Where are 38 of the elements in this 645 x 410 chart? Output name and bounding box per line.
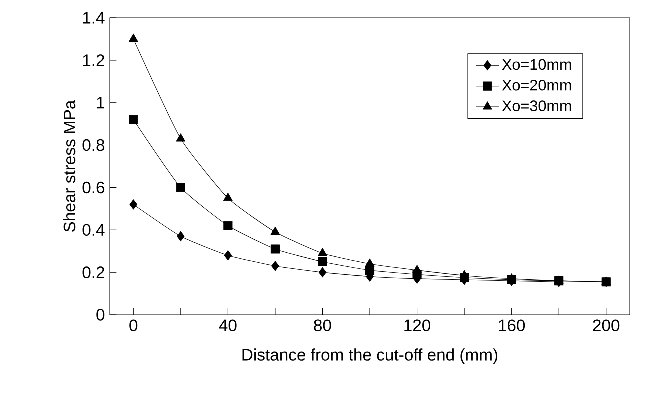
y-tick-label: 0.4: [82, 224, 105, 236]
x-tick-label: 0: [130, 320, 138, 332]
x-tick-label: 80: [314, 320, 332, 332]
legend-label: Xo=20mm: [502, 80, 572, 91]
point: [412, 265, 422, 274]
point: [318, 257, 328, 266]
point: [129, 115, 138, 124]
x-tick-label: 120: [404, 320, 431, 332]
point: [507, 274, 516, 282]
y-axis-title: Shear stress MPa: [63, 100, 76, 232]
y-tick-label: 0.6: [82, 182, 105, 194]
point: [176, 134, 186, 142]
point: [460, 270, 470, 279]
point: [270, 244, 280, 254]
point: [177, 231, 185, 242]
y-tick-label: 0.8: [82, 139, 105, 152]
point: [272, 261, 280, 272]
y-tick-label: 0.2: [82, 266, 104, 278]
point: [224, 221, 233, 230]
point: [270, 226, 280, 236]
point: [128, 34, 138, 42]
x-tick-label: 200: [593, 320, 620, 332]
point: [318, 268, 327, 278]
point: [176, 183, 186, 192]
point: [318, 248, 328, 256]
point: [224, 250, 232, 261]
x-tick-label: 160: [499, 320, 526, 332]
y-tick-label: 1.2: [83, 54, 104, 66]
point: [130, 200, 138, 210]
x-tick-label: 40: [219, 320, 237, 332]
y-tick-label: 1: [97, 97, 104, 109]
point: [365, 258, 375, 267]
y-tick-label: 0: [96, 309, 105, 321]
legend-label: Xo=10mm: [502, 59, 572, 70]
x-axis-title: Distance from the cut-off end (mm): [242, 348, 498, 364]
point: [224, 192, 233, 202]
legend-label: Xo=30mm: [502, 100, 572, 112]
y-tick-label: 1.4: [83, 12, 105, 24]
